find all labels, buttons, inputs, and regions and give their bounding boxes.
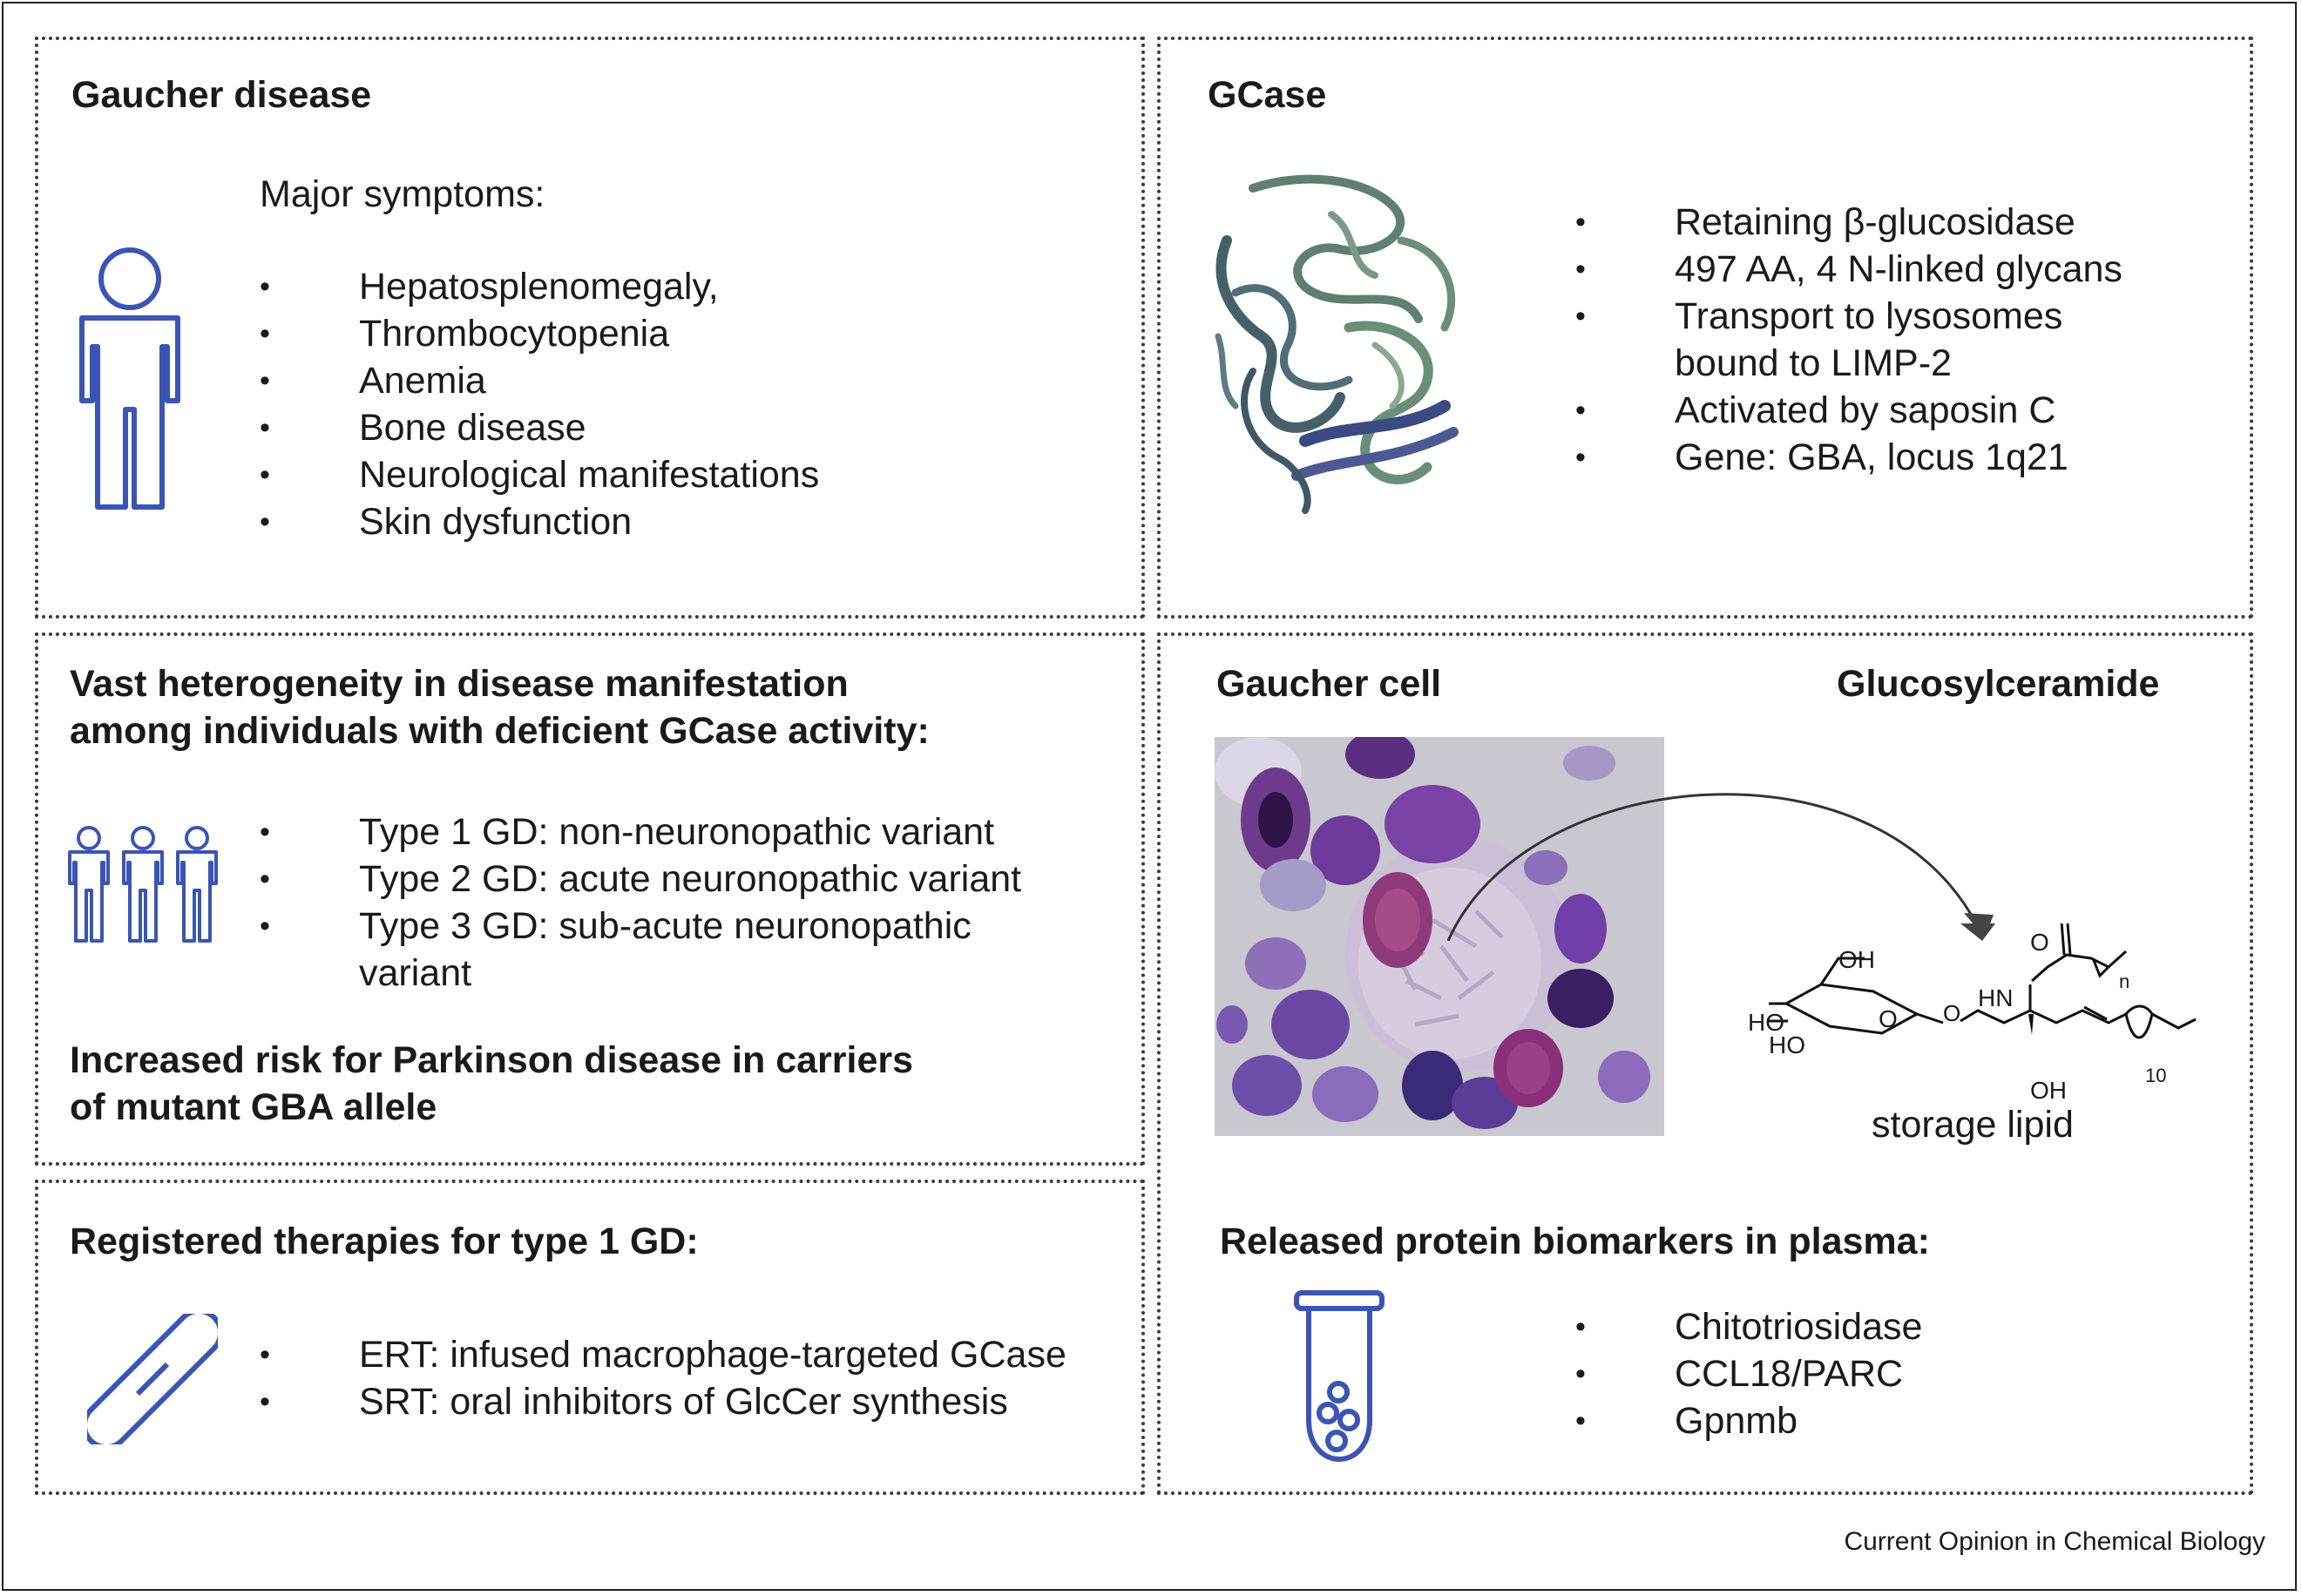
list-item: Retaining β-glucosidase [1675, 201, 2075, 243]
list-item: Type 3 GD: sub-acute neuronopathic [359, 905, 972, 947]
oh-top-label: OH [1838, 946, 1875, 973]
panel-gaucher-cell [1157, 632, 2253, 1495]
panel-therapies [35, 1180, 1145, 1495]
list-item: SRT: oral inhibitors of GlcCer synthesis [359, 1381, 1008, 1423]
storage-lipid-caption: storage lipid [1872, 1104, 2074, 1146]
arrow-icon [1446, 793, 1995, 941]
bullet-icon: • [260, 505, 270, 538]
bullet-icon: • [1575, 1357, 1586, 1390]
bullet-icon: • [260, 862, 270, 896]
panel-gcase [1157, 37, 2253, 619]
people-group-icon [68, 826, 218, 943]
panel-gaucher-disease [35, 37, 1145, 619]
list-item: Gpnmb [1675, 1400, 1798, 1442]
bullet-icon: • [260, 364, 270, 397]
person-icon [79, 247, 180, 510]
list-item: Activated by saposin C [1675, 389, 2056, 431]
list-item: CCL18/PARC [1675, 1353, 1904, 1395]
bullet-icon: • [260, 1338, 270, 1371]
heterogeneity-title-line-1: Vast heterogeneity in disease manifestat… [70, 663, 849, 705]
list-item: 497 AA, 4 N-linked glycans [1675, 248, 2123, 290]
parkinson-line-1: Increased risk for Parkinson disease in … [70, 1039, 914, 1081]
list-item: Type 2 GD: acute neuronopathic variant [359, 858, 1022, 900]
o-link-label: O [1943, 1000, 1960, 1026]
bullet-icon: • [1575, 206, 1586, 239]
gcase-title: GCase [1208, 74, 1327, 116]
bullet-icon: • [1575, 1310, 1586, 1343]
test-tube-icon [1294, 1290, 1385, 1462]
bullet-icon: • [1575, 253, 1586, 286]
bullet-icon: • [260, 411, 270, 444]
bullet-icon: • [1575, 1404, 1586, 1437]
list-item: Transport to lysosomes [1675, 295, 2063, 337]
bullet-icon: • [260, 317, 270, 350]
journal-credit: Current Opinion in Chemical Biology [1844, 1527, 2265, 1556]
list-item: variant [359, 952, 472, 994]
ten-subscript-label: 10 [2145, 1065, 2167, 1086]
heterogeneity-title-line-2: among individuals with deficient GCase a… [70, 710, 930, 752]
list-item: Bone disease [359, 407, 586, 449]
gaucher-cell-title: Gaucher cell [1216, 663, 1442, 705]
glucosylceramide-structure: O [1769, 923, 2197, 1039]
bullet-icon: • [260, 458, 270, 491]
bullet-icon: • [1575, 394, 1586, 427]
n-subscript-label: n [2119, 970, 2130, 992]
bullet-icon: • [1575, 300, 1586, 333]
therapies-title: Registered therapies for type 1 GD: [70, 1221, 699, 1262]
bullet-icon: • [260, 910, 270, 943]
biomarkers-title: Released protein biomarkers in plasma: [1220, 1221, 1930, 1262]
gaucher-cell-micrograph [1215, 737, 1664, 1136]
list-item: Neurological manifestations [359, 454, 820, 496]
bullet-icon: • [1575, 441, 1586, 474]
o-ring-label: O [1879, 1005, 1898, 1032]
list-item: bound to LIMP-2 [1675, 342, 1952, 384]
parkinson-line-2: of mutant GBA allele [70, 1086, 437, 1128]
ho-label-1: HO [1748, 1009, 1784, 1036]
list-item: Gene: GBA, locus 1q21 [1675, 436, 2068, 478]
o-carbonyl-label: O [2030, 929, 2049, 956]
list-item: Skin dysfunction [359, 501, 633, 543]
list-item: ERT: infused macrophage-targeted GCase [359, 1334, 1066, 1376]
protein-structure-image [1215, 174, 1459, 514]
symptoms-heading: Major symptoms: [260, 173, 545, 215]
list-item: Anemia [359, 360, 486, 402]
ho-label-2: HO [1769, 1031, 1805, 1058]
hn-label: HN [1978, 984, 2014, 1011]
gaucher-disease-title: Gaucher disease [71, 74, 372, 116]
bullet-icon: • [260, 270, 270, 303]
list-item: Hepatosplenomegaly, [359, 266, 719, 308]
oh-bottom-label: OH [2030, 1077, 2067, 1104]
list-item: Type 1 GD: non-neuronopathic variant [359, 811, 995, 853]
bullet-icon: • [260, 815, 270, 849]
pill-icon [87, 1314, 218, 1444]
panel-heterogeneity [35, 632, 1145, 1166]
list-item: Thrombocytopenia [359, 313, 670, 355]
bullet-icon: • [260, 1385, 270, 1418]
glucosylceramide-title: Glucosylceramide [1837, 663, 2160, 705]
list-item: Chitotriosidase [1675, 1306, 1923, 1348]
